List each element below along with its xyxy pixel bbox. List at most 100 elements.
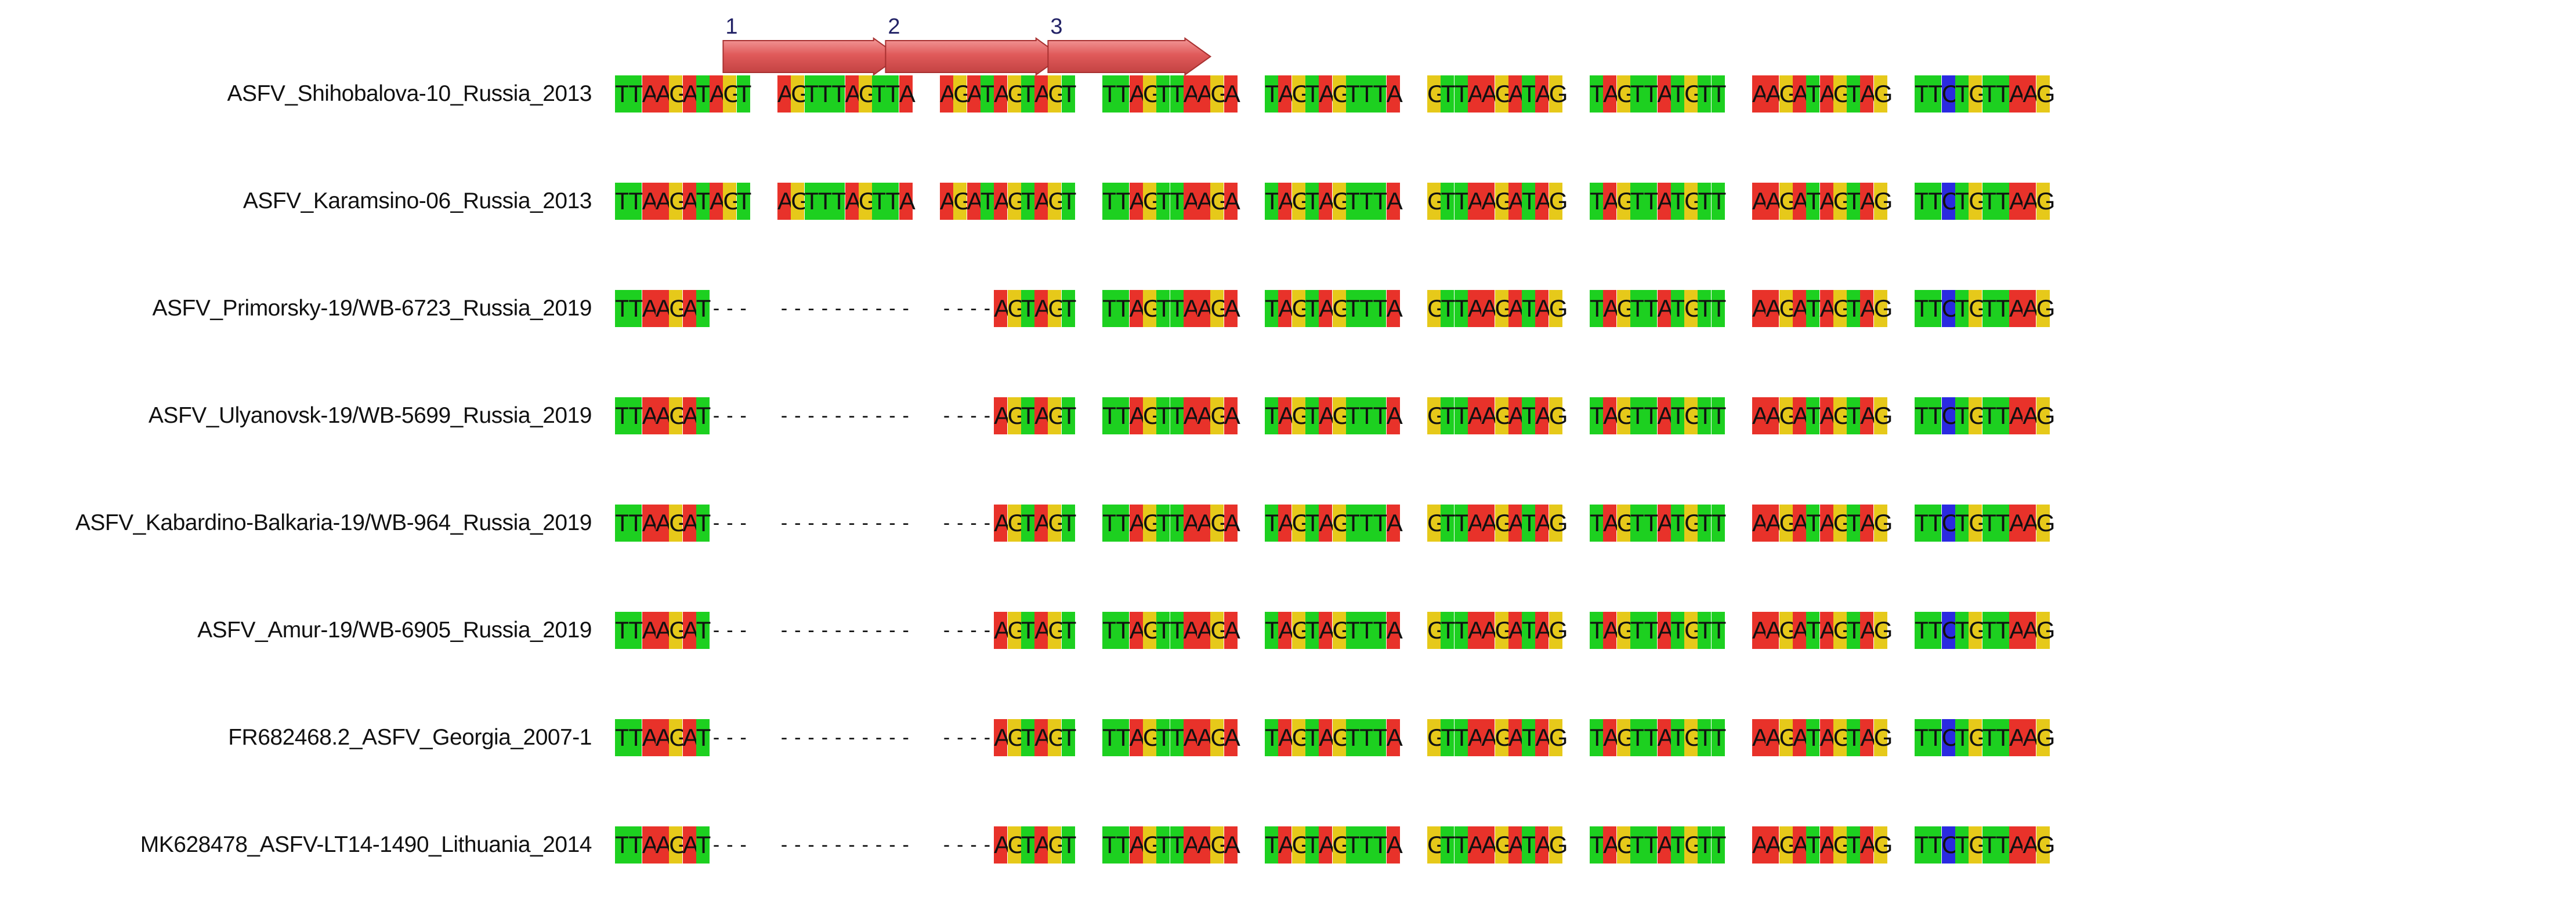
nucleotide-cell: A: [1183, 612, 1200, 649]
nucleotide-cell: G: [1210, 75, 1229, 113]
gap-cell: -: [794, 298, 801, 320]
nucleotide-cell: T: [615, 612, 630, 649]
nucleotide-cell: A: [1508, 719, 1525, 756]
nucleotide-cell: T: [1156, 397, 1171, 434]
nucleotide-cell: G: [1210, 290, 1229, 327]
nucleotide-cell: T: [1061, 183, 1076, 220]
nucleotide-cell: T: [1102, 505, 1117, 542]
nucleotide-cell: A: [940, 75, 956, 113]
nucleotide-cell: A: [682, 75, 699, 113]
nucleotide-cell: T: [1102, 183, 1117, 220]
nucleotide-cell: T: [1955, 75, 1970, 113]
nucleotide-cell: G: [1616, 75, 1636, 113]
nucleotide-cell: G: [1969, 397, 1988, 434]
sequence-name: ASFV_Shihobalova-10_Russia_2013: [227, 81, 592, 106]
gap-cell: -: [970, 405, 977, 427]
nucleotide-cell: A: [777, 183, 794, 220]
nucleotide-cell: A: [1183, 290, 1200, 327]
nucleotide-cell: T: [1955, 183, 1970, 220]
nucleotide-cell: T: [1454, 75, 1469, 113]
nucleotide-cell: A: [1508, 397, 1525, 434]
nucleotide-cell: A: [1183, 75, 1200, 113]
nucleotide-cell: G: [1427, 290, 1446, 327]
gap-cell: -: [740, 298, 747, 320]
nucleotide-cell: T: [1170, 75, 1185, 113]
nucleotide-cell: G: [1873, 719, 1893, 756]
nucleotide-cell: G: [1549, 75, 1568, 113]
nucleotide-cell: T: [1995, 612, 2010, 649]
nucleotide-cell: A: [1319, 505, 1335, 542]
gap-cell: -: [780, 512, 788, 534]
nucleotide-cell: G: [1779, 826, 1798, 864]
nucleotide-cell: T: [1265, 719, 1280, 756]
nucleotide-cell: G: [1969, 75, 1988, 113]
nucleotide-cell: G: [1291, 183, 1311, 220]
nucleotide-cell: A: [1034, 505, 1051, 542]
gap-cell: -: [862, 834, 869, 856]
nucleotide-cell: A: [1034, 826, 1051, 864]
sequence-name: ASFV_Ulyanovsk-19/WB-5699_Russia_2019: [148, 403, 592, 428]
nucleotide-cell: A: [710, 183, 726, 220]
gap-cell: -: [943, 834, 950, 856]
nucleotide-cell: G: [669, 290, 688, 327]
gap-cell: -: [835, 619, 842, 641]
nucleotide-cell: T: [980, 183, 996, 220]
gap-cell: -: [808, 405, 815, 427]
nucleotide-cell: G: [791, 75, 810, 113]
gap-cell: -: [726, 298, 733, 320]
nucleotide-cell: T: [1806, 290, 1821, 327]
nucleotide-cell: T: [1847, 719, 1862, 756]
nucleotide-cell: A: [1860, 612, 1876, 649]
nucleotide-cell: A: [1129, 612, 1146, 649]
nucleotide-cell: T: [1265, 183, 1280, 220]
nucleotide-cell: A: [1535, 183, 1551, 220]
nucleotide-cell: T: [1590, 397, 1605, 434]
nucleotide-cell: A: [1129, 826, 1146, 864]
nucleotide-cell: T: [1156, 505, 1171, 542]
nucleotide-cell: T: [1441, 75, 1456, 113]
nucleotide-cell: G: [1291, 75, 1311, 113]
nucleotide-cell: T: [1711, 505, 1726, 542]
gap-cell: -: [957, 512, 964, 534]
nucleotide-cell: T: [1021, 183, 1036, 220]
nucleotide-cell: T: [1454, 505, 1469, 542]
nucleotide-cell: T: [615, 75, 630, 113]
nucleotide-cell: A: [1224, 719, 1240, 756]
nucleotide-cell: G: [669, 719, 688, 756]
nucleotide-cell: T: [1995, 183, 2010, 220]
nucleotide-cell: G: [2036, 826, 2055, 864]
gap-cell: -: [794, 727, 801, 749]
nucleotide-cell: G: [1833, 826, 1852, 864]
gap-cell: -: [712, 727, 720, 749]
motif-number: 1: [725, 14, 737, 39]
nucleotide-cell: A: [655, 505, 672, 542]
nucleotide-cell: A: [1386, 75, 1403, 113]
nucleotide-cell: A: [1792, 397, 1809, 434]
nucleotide-cell: A: [1819, 826, 1836, 864]
nucleotide-cell: T: [804, 75, 819, 113]
nucleotide-cell: G: [1427, 719, 1446, 756]
nucleotide-cell: G: [1616, 290, 1636, 327]
nucleotide-cell: T: [1806, 183, 1821, 220]
nucleotide-cell: A: [1224, 612, 1240, 649]
gap-cell: -: [712, 405, 720, 427]
nucleotide-cell: A: [682, 397, 699, 434]
nucleotide-cell: G: [1549, 397, 1568, 434]
nucleotide-cell: T: [1345, 719, 1361, 756]
nucleotide-cell: T: [1630, 826, 1645, 864]
nucleotide-cell: A: [2023, 75, 2039, 113]
gap-cell: -: [712, 512, 720, 534]
nucleotide-cell: A: [1603, 183, 1619, 220]
nucleotide-cell: G: [1616, 612, 1636, 649]
nucleotide-cell: A: [1603, 826, 1619, 864]
nucleotide-cell: A: [1481, 75, 1497, 113]
nucleotide-cell: G: [1684, 183, 1703, 220]
nucleotide-cell: G: [1833, 505, 1852, 542]
nucleotide-cell: G: [669, 75, 688, 113]
motif-arrows: 1 2 3: [722, 14, 1212, 76]
nucleotide-cell: G: [2036, 75, 2055, 113]
gap-cell: -: [957, 727, 964, 749]
nucleotide-cell: G: [1495, 719, 1514, 756]
nucleotide-cell: A: [1224, 826, 1240, 864]
nucleotide-cell: A: [994, 75, 1010, 113]
